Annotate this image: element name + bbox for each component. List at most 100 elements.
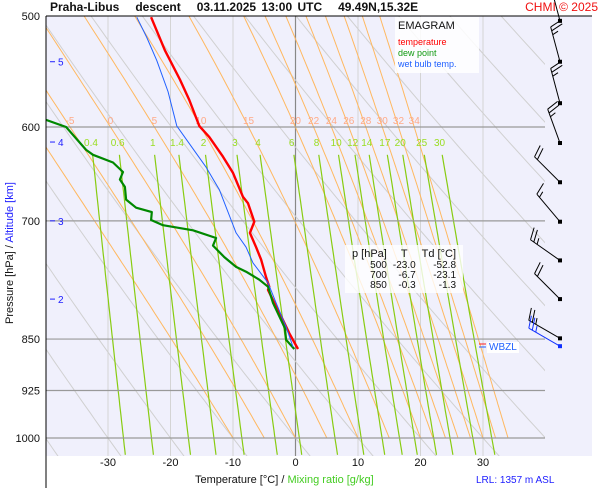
barb-feather — [534, 145, 541, 158]
mixing-ratio-line — [204, 154, 245, 455]
barb-feather — [539, 191, 544, 198]
mixing-ratio-label: 1.4 — [170, 138, 184, 149]
barb-feather — [536, 148, 544, 160]
dew-point-line — [46, 118, 296, 350]
pressure-tick-label: 1000 — [16, 433, 40, 445]
barb-feather — [547, 100, 558, 110]
y-axis-title: Pressure [hPa] / Altitude [km] — [4, 163, 16, 343]
cell-td: -52.8 — [433, 260, 457, 271]
barb-feather — [528, 315, 532, 329]
barb-feather — [530, 227, 535, 240]
x-axis-title-temperature: Temperature [°C] — [195, 474, 279, 486]
wind-barb — [534, 262, 562, 302]
pressure-tick-label: 500 — [22, 11, 40, 23]
barb-feather — [550, 112, 556, 118]
barb-staff — [534, 156, 561, 183]
x-tick-label: -10 — [225, 457, 241, 469]
barb-feather — [552, 30, 559, 36]
barb-staff — [550, 26, 561, 62]
cell-p: 500 — [370, 260, 387, 271]
x-tick-label: 30 — [477, 457, 489, 469]
x-tick-label: 0 — [292, 457, 298, 469]
wind-barb — [536, 183, 562, 224]
barb-feather — [535, 318, 538, 325]
barb-feather — [534, 262, 541, 274]
moist-adiabat-label: 5 — [152, 116, 158, 127]
mixing-ratio-label: 3 — [232, 138, 238, 149]
barb-staff — [534, 273, 561, 300]
barb-staff — [547, 109, 561, 144]
moist-adiabat-label: 22 — [308, 116, 320, 127]
moist-adiabat-label: -5 — [66, 116, 75, 127]
dry-adiabat — [46, 180, 248, 456]
wind-barb — [530, 227, 562, 263]
mixing-ratio-line — [293, 154, 339, 455]
mixing-ratio-label: 20 — [395, 138, 407, 149]
mixing-ratio-label: 6 — [289, 138, 295, 149]
x-axis-title: Temperature [°C] / Mixing ratio [g/kg] — [195, 474, 374, 486]
altitude-tick-label: 2 — [58, 295, 64, 306]
mixing-ratio-line — [423, 154, 477, 455]
table-header-t: T — [400, 248, 408, 260]
moist-adiabat-label: 32 — [393, 116, 405, 127]
wet-bulb-line — [136, 16, 294, 348]
moist-adiabat-label: 30 — [377, 116, 389, 127]
mixing-ratio-line — [337, 154, 386, 455]
mixing-ratio-label: 14 — [361, 138, 373, 149]
dry-adiabat — [141, 16, 500, 456]
mixing-ratio-label: 25 — [416, 138, 428, 149]
dry-adiabat — [46, 348, 122, 456]
moist-adiabat — [83, 16, 328, 439]
mixing-ratio-line — [236, 154, 278, 455]
barb-feather — [536, 264, 544, 277]
barb-staff — [550, 68, 561, 104]
legend-wet-bulb: wet bulb temp. — [398, 59, 457, 69]
pressure-tick-label: 925 — [22, 386, 40, 398]
mixing-ratio-label: 1 — [150, 138, 156, 149]
dry-adiabat — [46, 262, 185, 456]
wind-barb — [534, 145, 562, 185]
altitude-tick-label: 4 — [58, 138, 64, 149]
chart-title: Praha-Libus descent 03.11.2025 13:00 UTC… — [50, 0, 419, 14]
moist-adiabat-label: 20 — [290, 116, 302, 127]
x-tick-label: -30 — [100, 457, 116, 469]
barb-staff — [536, 193, 561, 223]
x-tick-label: -20 — [163, 457, 179, 469]
mixing-ratio-label: 8 — [314, 138, 320, 149]
moist-adiabat-label: 28 — [360, 116, 372, 127]
mixing-ratio-label: 12 — [347, 138, 359, 149]
x-axis-title-mixing: Mixing ratio [g/kg] — [287, 474, 374, 486]
mixing-ratio-line — [354, 154, 403, 455]
wind-barb — [547, 100, 562, 146]
pressure-tick-label: 850 — [22, 334, 40, 346]
mixing-ratio-line — [92, 154, 126, 455]
legend-dew-point: dew point — [398, 48, 437, 58]
mixing-ratio-label: 2 — [201, 138, 207, 149]
barb-feather — [531, 317, 536, 331]
barb-feather — [533, 229, 538, 243]
legend: EMAGRAM temperature dew point wet bulb t… — [395, 17, 479, 73]
barb-staff — [528, 327, 561, 347]
dry-adiabat — [346, 16, 545, 244]
altitude-tick-label: 5 — [58, 58, 64, 69]
barb-feather — [528, 307, 532, 321]
table-header-p: p [hPa] — [352, 248, 387, 260]
mixing-ratio-line — [368, 154, 418, 455]
altitude-tick-label: 3 — [58, 217, 64, 228]
moist-adiabat — [46, 89, 265, 439]
barb-feather — [535, 325, 538, 333]
values-table: p [hPa] T Td [°C] 500 -23.0 -52.8 700 -6… — [345, 245, 464, 293]
mixing-ratio-line — [154, 154, 192, 455]
dry-adiabat — [295, 16, 545, 307]
wind-barb — [550, 61, 563, 106]
barb-feather — [531, 309, 536, 323]
dry-adiabat — [46, 100, 311, 456]
mixing-ratio-label: 0.4 — [84, 138, 98, 149]
lrl-label: LRL: 1357 m ASL — [476, 475, 555, 486]
mixing-ratio-line — [441, 154, 496, 455]
moist-adiabat-label: 24 — [326, 116, 338, 127]
cell-p: 850 — [370, 280, 387, 291]
plot-background — [46, 16, 592, 456]
barb-staff — [553, 0, 561, 21]
cell-td: -1.3 — [438, 280, 457, 291]
